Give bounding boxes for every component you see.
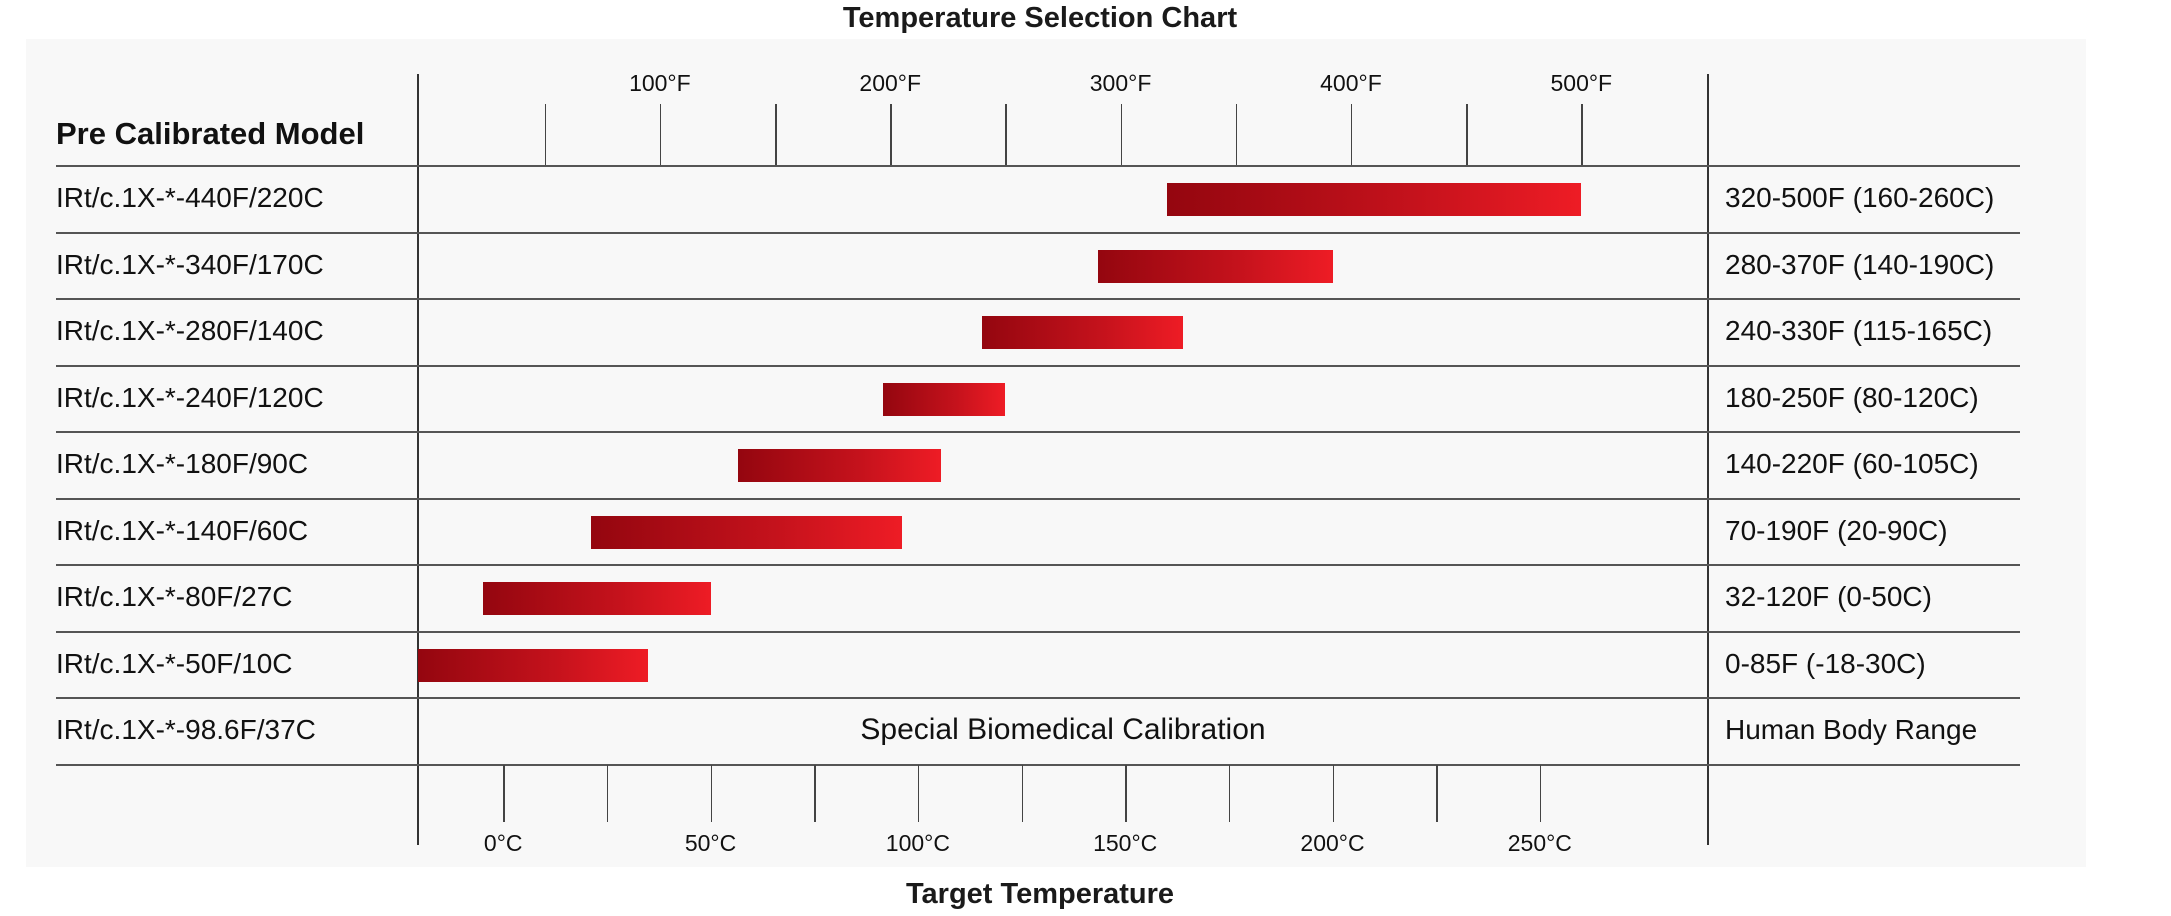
bottom-minor-tick (606, 764, 609, 822)
plot-left-border (417, 74, 419, 845)
row-divider (56, 231, 2020, 234)
row-divider (56, 364, 2020, 367)
range-label: 70-190F (20-90C) (1725, 514, 1948, 546)
range-bar (482, 582, 711, 616)
top-major-tick (1581, 104, 1583, 166)
range-label: 140-220F (60-105C) (1725, 448, 1979, 480)
row-divider (56, 697, 2020, 699)
top-major-tick (1350, 104, 1353, 166)
range-label: 320-500F (160-260C) (1725, 182, 1995, 214)
top-minor-tick (1466, 104, 1468, 166)
biomedical-note: Special Biomedical Calibration (860, 713, 1266, 747)
model-label: IRt/c.1X-*-180F/90C (56, 448, 309, 480)
model-label: IRt/c.1X-*-240F/120C (56, 381, 324, 413)
range-label: 180-250F (80-120C) (1725, 381, 1979, 413)
bottom-minor-tick (1021, 764, 1024, 822)
range-bar (982, 316, 1183, 350)
top-minor-tick (775, 104, 777, 166)
bottom-major-tick (503, 764, 505, 822)
bottom-tick-label: 50°C (684, 829, 737, 856)
range-label: 240-330F (115-165C) (1725, 315, 1993, 347)
bottom-tick-label: 150°C (1093, 829, 1158, 856)
chart-panel (26, 39, 2086, 867)
row-divider (56, 763, 2020, 766)
bottom-tick-label: 0°C (483, 829, 523, 856)
range-bar (738, 449, 941, 483)
bottom-minor-tick (1228, 764, 1231, 822)
top-major-tick (1120, 104, 1123, 166)
range-label: 0-85F (-18-30C) (1725, 647, 1926, 679)
row-divider (56, 298, 2020, 300)
bottom-minor-tick (1436, 764, 1438, 822)
range-label: 32-120F (0-50C) (1725, 581, 1932, 613)
row-header: Pre Calibrated Model (56, 116, 365, 151)
range-bar (1097, 249, 1333, 283)
row-divider (56, 431, 2020, 433)
row-divider (56, 165, 2020, 167)
plot-right-border (1707, 74, 1709, 845)
model-label: IRt/c.1X-*-340F/170C (56, 248, 324, 280)
x-axis-label: Target Temperature (905, 878, 1175, 910)
top-tick-label: 300°F (1089, 70, 1152, 96)
bottom-minor-tick (814, 764, 816, 822)
top-tick-label: 200°F (859, 70, 922, 96)
row-divider (56, 497, 2020, 500)
row-divider (56, 564, 2020, 566)
range-label: Human Body Range (1725, 714, 1978, 746)
row-divider (56, 630, 2020, 633)
range-label: 280-370F (140-190C) (1725, 248, 1995, 280)
model-label: IRt/c.1X-*-140F/60C (56, 514, 309, 546)
top-minor-tick (1005, 104, 1007, 166)
top-major-tick (659, 104, 662, 166)
top-tick-label: 500°F (1550, 70, 1613, 96)
model-label: IRt/c.1X-*-80F/27C (56, 581, 293, 613)
range-bar (1166, 183, 1582, 217)
range-bar (418, 648, 649, 682)
top-major-tick (890, 104, 892, 166)
top-tick-label: 100°F (629, 70, 691, 96)
chart-title: Temperature Selection Chart (842, 2, 1238, 34)
bottom-major-tick (1539, 764, 1542, 822)
bottom-major-tick (710, 764, 713, 822)
bottom-major-tick (1332, 764, 1335, 822)
bottom-major-tick (1125, 764, 1127, 822)
top-tick-label: 400°F (1320, 70, 1382, 96)
bottom-major-tick (917, 764, 920, 822)
model-label: IRt/c.1X-*-280F/140C (56, 315, 324, 347)
model-label: IRt/c.1X-*-50F/10C (56, 647, 293, 679)
bottom-tick-label: 200°C (1300, 829, 1365, 856)
bottom-tick-label: 250°C (1507, 829, 1572, 856)
range-bar (883, 382, 1006, 416)
model-label: IRt/c.1X-*-98.6F/37C (56, 714, 316, 746)
range-bar (590, 515, 902, 549)
top-minor-tick (544, 104, 547, 166)
bottom-tick-label: 100°C (885, 829, 950, 856)
top-minor-tick (1235, 104, 1238, 166)
model-label: IRt/c.1X-*-440F/220C (56, 182, 324, 214)
